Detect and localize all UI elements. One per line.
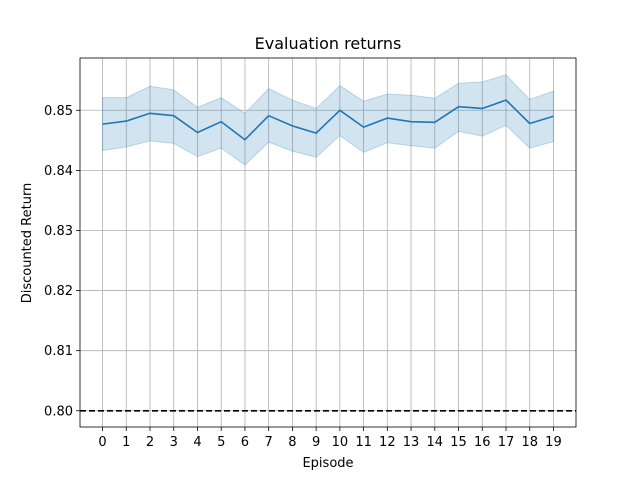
mean-return-line	[102, 99, 554, 141]
grid	[80, 58, 576, 427]
x-axis-label: Episode	[302, 456, 353, 471]
axis-ticks: 0 1 2 3 4 5 6 7 8 9 10 11 12 13 14 15 16 17 18 190.800.810.…	[44, 104, 562, 450]
x-tick-label: 6	[241, 435, 249, 450]
x-tick-label: 10	[332, 435, 349, 450]
x-tick-label: 15	[450, 435, 467, 450]
x-tick-label: 3	[170, 435, 178, 450]
plot-frame	[79, 57, 577, 428]
x-tick-label: 17	[498, 435, 515, 450]
x-tick-label: 5	[217, 435, 225, 450]
x-tick-label: 19	[545, 435, 562, 450]
y-tick-label: 0.85	[44, 104, 73, 119]
series-line-layer	[102, 99, 554, 141]
x-tick-label: 9	[312, 435, 320, 450]
x-tick-label: 4	[193, 435, 201, 450]
x-tick-label: 12	[379, 435, 396, 450]
x-tick-label: 8	[288, 435, 296, 450]
x-tick-label: 0	[98, 435, 106, 450]
confidence-band-layer	[102, 74, 554, 166]
x-tick-label: 16	[474, 435, 491, 450]
y-tick-label: 0.80	[44, 404, 73, 419]
y-tick-label: 0.82	[44, 284, 73, 299]
x-tick-label: 14	[427, 435, 444, 450]
y-tick-label: 0.81	[44, 344, 73, 359]
x-tick-label: 11	[355, 435, 372, 450]
x-tick-label: 13	[403, 435, 420, 450]
y-tick-label: 0.84	[44, 164, 73, 179]
x-tick-label: 2	[146, 435, 154, 450]
chart-title: Evaluation returns	[255, 34, 402, 53]
x-tick-label: 18	[521, 435, 538, 450]
confidence-band	[102, 74, 554, 166]
x-tick-label: 1	[122, 435, 130, 450]
y-tick-label: 0.83	[44, 224, 73, 239]
y-axis-label: Discounted Return	[20, 183, 35, 304]
x-tick-label: 7	[265, 435, 273, 450]
